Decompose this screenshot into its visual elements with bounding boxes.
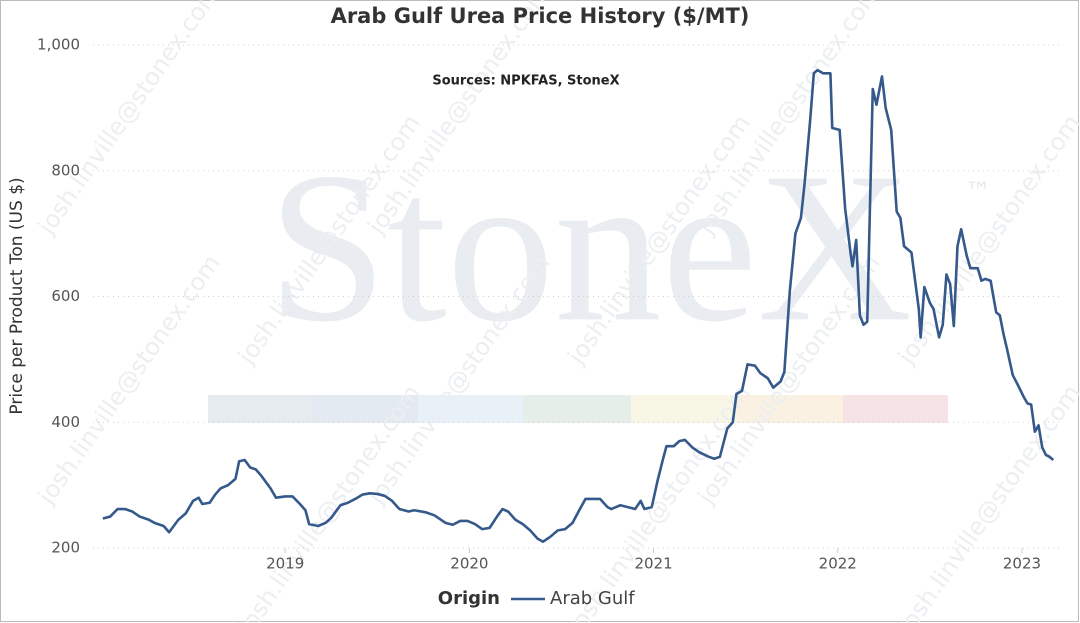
y-axis-label: Price per Product Ton (US $) <box>7 177 27 414</box>
y-tick-label: 400 <box>51 413 80 431</box>
line-series <box>102 68 1055 544</box>
y-tick-label: 1,000 <box>37 36 80 54</box>
watermark-band <box>208 395 313 423</box>
watermark-mark: ™ <box>965 178 991 208</box>
watermark-band <box>737 395 843 423</box>
chart-title: Arab Gulf Urea Price History ($/MT) <box>331 4 750 28</box>
legend-title: Origin <box>438 588 500 609</box>
x-tick-label: 2023 <box>1003 555 1041 573</box>
x-tick-label: 2020 <box>450 555 488 573</box>
x-tick-label: 2019 <box>266 555 304 573</box>
x-tick-label: 2021 <box>634 555 672 573</box>
legend-label: Arab Gulf <box>550 588 635 609</box>
watermark-band <box>631 395 737 423</box>
x-tick-label: 2022 <box>819 555 857 573</box>
y-tick-label: 800 <box>51 161 80 179</box>
watermark-band <box>843 395 948 423</box>
watermark-band <box>418 395 523 423</box>
y-tick-label: 600 <box>51 287 80 305</box>
watermark-band <box>313 395 418 423</box>
chart-subtitle: Sources: NPKFAS, StoneX <box>432 74 619 89</box>
y-tick-label: 200 <box>51 539 80 557</box>
watermark-band <box>523 395 631 423</box>
